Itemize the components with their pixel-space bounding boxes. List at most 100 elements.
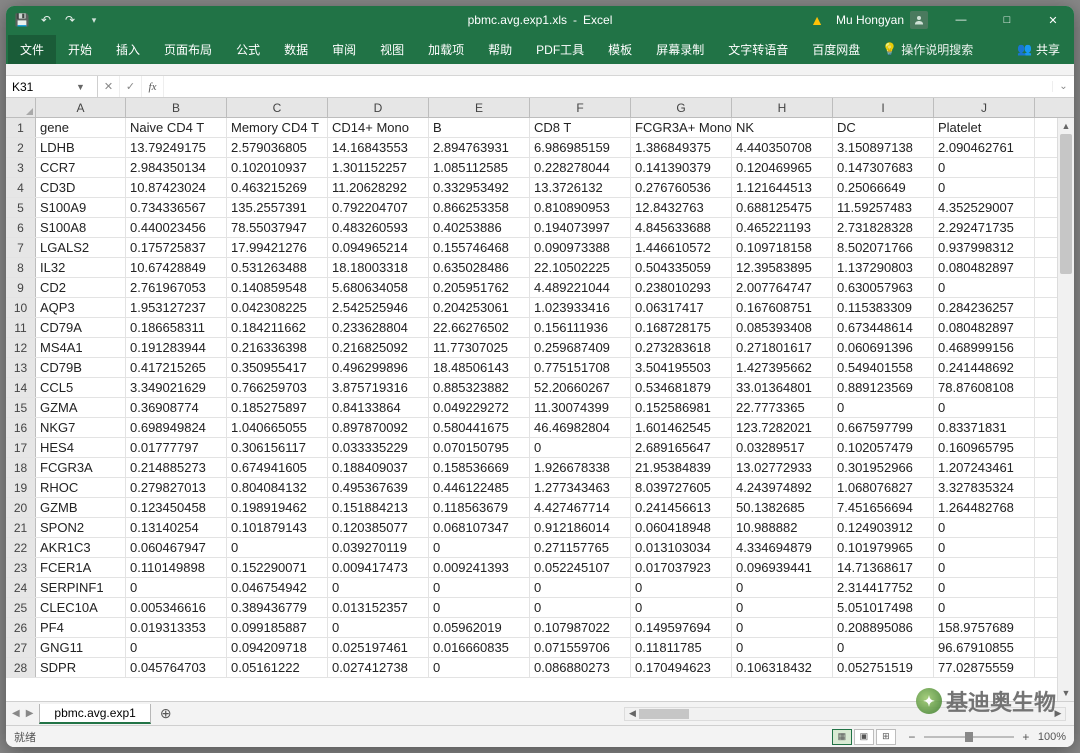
cell[interactable]: 0.027412738 bbox=[328, 658, 429, 677]
zoom-slider[interactable] bbox=[924, 736, 1014, 738]
cell[interactable]: 3.327835324 bbox=[934, 478, 1035, 497]
cell[interactable]: 0 bbox=[934, 578, 1035, 597]
cell[interactable]: 0 bbox=[732, 578, 833, 597]
cell[interactable]: 0.673448614 bbox=[833, 318, 934, 337]
cell[interactable]: 0.01777797 bbox=[126, 438, 227, 457]
column-header[interactable]: B bbox=[126, 98, 227, 117]
cell[interactable]: 1.040665055 bbox=[227, 418, 328, 437]
cell[interactable]: 77.02875559 bbox=[934, 658, 1035, 677]
cell[interactable]: 0.897870092 bbox=[328, 418, 429, 437]
cell[interactable]: 0.580441675 bbox=[429, 418, 530, 437]
cell[interactable]: 0.276760536 bbox=[631, 178, 732, 197]
cell[interactable]: 0.446122485 bbox=[429, 478, 530, 497]
cell[interactable]: 1.601462545 bbox=[631, 418, 732, 437]
ribbon-tab[interactable]: 插入 bbox=[104, 35, 152, 64]
cell[interactable]: 0.068107347 bbox=[429, 518, 530, 537]
cell[interactable]: 0.184211662 bbox=[227, 318, 328, 337]
cell[interactable]: 0.102010937 bbox=[227, 158, 328, 177]
column-header[interactable]: H bbox=[732, 98, 833, 117]
cell[interactable]: 1.953127237 bbox=[126, 298, 227, 317]
cell[interactable]: 0.086880273 bbox=[530, 658, 631, 677]
cell[interactable]: CD2 bbox=[36, 278, 126, 297]
cell[interactable]: CCL5 bbox=[36, 378, 126, 397]
cell[interactable]: CD79B bbox=[36, 358, 126, 377]
cell[interactable]: 0.094965214 bbox=[328, 238, 429, 257]
cell[interactable]: HES4 bbox=[36, 438, 126, 457]
cell[interactable]: NKG7 bbox=[36, 418, 126, 437]
cell[interactable]: S100A9 bbox=[36, 198, 126, 217]
cell[interactable]: 0 bbox=[530, 578, 631, 597]
cell[interactable]: 10.87423024 bbox=[126, 178, 227, 197]
ribbon-tab[interactable]: 百度网盘 bbox=[800, 35, 872, 64]
name-box-input[interactable] bbox=[12, 80, 72, 94]
cell[interactable]: 1.301152257 bbox=[328, 158, 429, 177]
warning-icon[interactable]: ▲ bbox=[810, 12, 824, 28]
cell[interactable]: 0 bbox=[934, 558, 1035, 577]
cell[interactable]: 0.149597694 bbox=[631, 618, 732, 637]
cell[interactable]: 1.068076827 bbox=[833, 478, 934, 497]
cell[interactable]: 11.77307025 bbox=[429, 338, 530, 357]
cell[interactable]: RHOC bbox=[36, 478, 126, 497]
cell[interactable]: MS4A1 bbox=[36, 338, 126, 357]
column-header[interactable]: E bbox=[429, 98, 530, 117]
cell[interactable]: 0 bbox=[530, 598, 631, 617]
cell[interactable]: 0.033335229 bbox=[328, 438, 429, 457]
cell[interactable]: 0.175725837 bbox=[126, 238, 227, 257]
cell[interactable]: 0 bbox=[530, 438, 631, 457]
cell[interactable]: CD14+ Mono bbox=[328, 118, 429, 137]
cell[interactable]: 5.051017498 bbox=[833, 598, 934, 617]
ribbon-tab[interactable]: 公式 bbox=[224, 35, 272, 64]
cell[interactable]: 0.046754942 bbox=[227, 578, 328, 597]
cell[interactable]: 0.198919462 bbox=[227, 498, 328, 517]
row-header[interactable]: 3 bbox=[6, 158, 36, 177]
cell[interactable]: 0.698949824 bbox=[126, 418, 227, 437]
column-header[interactable]: J bbox=[934, 98, 1035, 117]
cell[interactable]: 0.124903912 bbox=[833, 518, 934, 537]
share-button[interactable]: 👥 共享 bbox=[1005, 37, 1072, 62]
cell[interactable]: 0.284236257 bbox=[934, 298, 1035, 317]
cell[interactable]: 0.25066649 bbox=[833, 178, 934, 197]
column-header[interactable]: F bbox=[530, 98, 631, 117]
save-icon[interactable]: 💾 bbox=[14, 12, 30, 28]
cell[interactable]: 13.02772933 bbox=[732, 458, 833, 477]
cell[interactable]: 0 bbox=[429, 578, 530, 597]
cell[interactable]: 0.158536669 bbox=[429, 458, 530, 477]
cell[interactable]: 5.680634058 bbox=[328, 278, 429, 297]
cell[interactable]: 14.71368617 bbox=[833, 558, 934, 577]
ribbon-tab[interactable]: 开始 bbox=[56, 35, 104, 64]
cell[interactable]: 0 bbox=[732, 618, 833, 637]
row-header[interactable]: 4 bbox=[6, 178, 36, 197]
cell[interactable]: 0.465221193 bbox=[732, 218, 833, 237]
cell[interactable]: 0.094209718 bbox=[227, 638, 328, 657]
cell[interactable]: CLEC10A bbox=[36, 598, 126, 617]
cell[interactable]: 0.531263488 bbox=[227, 258, 328, 277]
cell[interactable]: SERPINF1 bbox=[36, 578, 126, 597]
cell[interactable]: 0.350955417 bbox=[227, 358, 328, 377]
cell[interactable]: CD79A bbox=[36, 318, 126, 337]
cell[interactable]: 0.013103034 bbox=[631, 538, 732, 557]
cell[interactable]: 0.042308225 bbox=[227, 298, 328, 317]
cell[interactable]: 0.417215265 bbox=[126, 358, 227, 377]
row-header[interactable]: 1 bbox=[6, 118, 36, 137]
ribbon-tab[interactable]: 文字转语音 bbox=[716, 35, 800, 64]
row-header[interactable]: 19 bbox=[6, 478, 36, 497]
cell[interactable]: 22.10502225 bbox=[530, 258, 631, 277]
row-header[interactable]: 21 bbox=[6, 518, 36, 537]
cell[interactable]: 0.170494623 bbox=[631, 658, 732, 677]
cell[interactable]: 1.121644513 bbox=[732, 178, 833, 197]
cell[interactable]: 2.984350134 bbox=[126, 158, 227, 177]
cell[interactable]: 0 bbox=[833, 398, 934, 417]
cell[interactable]: 0.109718158 bbox=[732, 238, 833, 257]
cell[interactable]: 17.99421276 bbox=[227, 238, 328, 257]
cell[interactable]: 0.549401558 bbox=[833, 358, 934, 377]
cell[interactable]: 0.306156117 bbox=[227, 438, 328, 457]
cell[interactable]: FCGR3A+ Mono bbox=[631, 118, 732, 137]
cell[interactable]: 11.59257483 bbox=[833, 198, 934, 217]
ribbon-tab[interactable]: 帮助 bbox=[476, 35, 524, 64]
cell[interactable]: DC bbox=[833, 118, 934, 137]
cell[interactable]: 3.150897138 bbox=[833, 138, 934, 157]
cell[interactable]: 1.386849375 bbox=[631, 138, 732, 157]
view-normal-button[interactable]: ▦ bbox=[832, 729, 852, 745]
cell[interactable]: 0.03289517 bbox=[732, 438, 833, 457]
cell[interactable]: 0.271157765 bbox=[530, 538, 631, 557]
